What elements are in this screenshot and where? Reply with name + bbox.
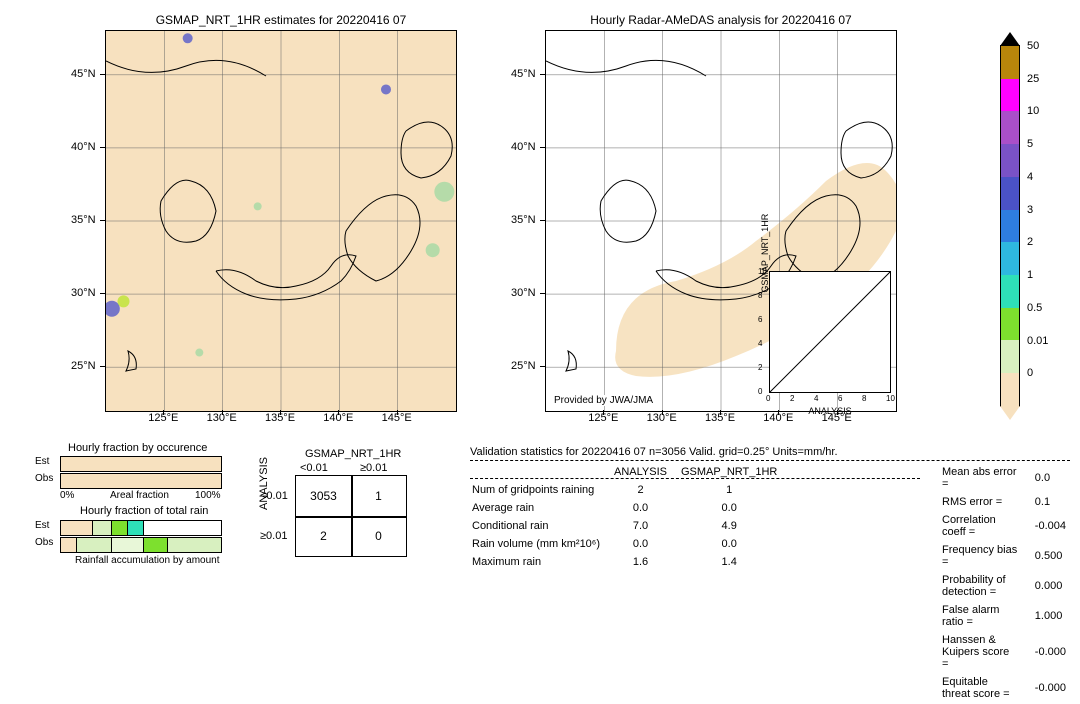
validation-scores: Mean abs error = 0.0RMS error = 0.1Corre… bbox=[940, 462, 1080, 704]
right-ytick: 35°N bbox=[511, 214, 536, 226]
bar-row-label: Obs bbox=[35, 473, 53, 484]
inset-scatter: 00224466881010 GSMAP_NRT_1HR ANALYSIS bbox=[769, 271, 891, 393]
left-ytick: 30°N bbox=[71, 287, 96, 299]
right-ytick: 25°N bbox=[511, 360, 536, 372]
totalrain-footer: Rainfall accumulation by amount bbox=[75, 555, 220, 566]
left-map-svg bbox=[106, 31, 456, 411]
vkey: Num of gridpoints raining bbox=[472, 482, 612, 498]
ct-11: 0 bbox=[351, 516, 406, 556]
right-ytick: 30°N bbox=[511, 287, 536, 299]
right-xtick: 145°E bbox=[822, 412, 852, 630]
score-key: Mean abs error = bbox=[942, 464, 1030, 492]
score-key: Frequency bias = bbox=[942, 542, 1030, 570]
ct-row-header: ANALYSIS bbox=[258, 457, 270, 510]
vkey: Average rain bbox=[472, 500, 612, 516]
colorbar-tick: 0.5 bbox=[1027, 302, 1042, 314]
inset-ylabel: GSMAP_NRT_1HR bbox=[760, 214, 770, 293]
score-key: Probability of detection = bbox=[942, 572, 1030, 600]
occurrence-title: Hourly fraction by occurence bbox=[68, 442, 207, 454]
score-key: Correlation coeff = bbox=[942, 512, 1030, 540]
colorbar-tick: 10 bbox=[1027, 105, 1039, 117]
colorbar-tick: 3 bbox=[1027, 204, 1033, 216]
left-map-title: GSMAP_NRT_1HR estimates for 20220416 07 bbox=[106, 13, 456, 27]
bar-row-label: Obs bbox=[35, 537, 53, 548]
vkey: Rain volume (mm km²10⁶) bbox=[472, 536, 612, 552]
colorbar-tick: 50 bbox=[1027, 40, 1039, 52]
right-ytick: 45°N bbox=[511, 68, 536, 80]
score-key: Equitable threat score = bbox=[942, 674, 1030, 702]
score-key: Hanssen & Kuipers score = bbox=[942, 632, 1030, 672]
ct-row0: <0.01 bbox=[260, 490, 288, 502]
colorbar-tick: 1 bbox=[1027, 269, 1033, 281]
colorbar-tick: 0 bbox=[1027, 367, 1033, 379]
totalrain-title: Hourly fraction of total rain bbox=[80, 505, 208, 517]
ct-row1: ≥0.01 bbox=[260, 530, 287, 542]
colorbar-tick: 4 bbox=[1027, 171, 1033, 183]
ct-00: 3053 bbox=[296, 476, 351, 516]
right-ytick: 40°N bbox=[511, 141, 536, 153]
left-ytick: 40°N bbox=[71, 141, 96, 153]
occurrence-axis-right: 100% bbox=[195, 490, 221, 501]
validation-title: Validation statistics for 20220416 07 n=… bbox=[470, 446, 1070, 461]
right-map-panel: Hourly Radar-AMeDAS analysis for 2022041… bbox=[545, 30, 897, 412]
ct-col-header: GSMAP_NRT_1HR bbox=[305, 448, 401, 460]
colorbar-tick: 25 bbox=[1027, 73, 1039, 85]
vkey: Maximum rain bbox=[472, 554, 612, 570]
colorbar-tick: 0.01 bbox=[1027, 335, 1048, 347]
contingency-table: 3053 1 2 0 bbox=[295, 475, 407, 557]
colorbar-tick: 5 bbox=[1027, 138, 1033, 150]
bar-row-label: Est bbox=[35, 520, 49, 531]
colorbar-tick: 2 bbox=[1027, 236, 1033, 248]
occurrence-axis-mid: Areal fraction bbox=[110, 490, 169, 501]
score-key: RMS error = bbox=[942, 494, 1030, 510]
vkey: Conditional rain bbox=[472, 518, 612, 534]
ct-01: 1 bbox=[351, 476, 406, 516]
left-ytick: 25°N bbox=[71, 360, 96, 372]
right-map-title: Hourly Radar-AMeDAS analysis for 2022041… bbox=[546, 13, 896, 27]
left-ytick: 35°N bbox=[71, 214, 96, 226]
left-xtick: 135°E bbox=[265, 412, 295, 630]
left-ytick: 45°N bbox=[71, 68, 96, 80]
left-map-panel: GSMAP_NRT_1HR estimates for 20220416 07 bbox=[105, 30, 457, 412]
ct-10: 2 bbox=[296, 516, 351, 556]
occurrence-axis-left: 0% bbox=[60, 490, 74, 501]
ct-col1: ≥0.01 bbox=[360, 462, 387, 474]
ct-col0: <0.01 bbox=[300, 462, 328, 474]
score-key: False alarm ratio = bbox=[942, 602, 1030, 630]
colorbar: 502510543210.50.010 bbox=[1000, 45, 1020, 407]
provided-by-label: Provided by JWA/JMA bbox=[552, 395, 655, 406]
bar-row-label: Est bbox=[35, 456, 49, 467]
